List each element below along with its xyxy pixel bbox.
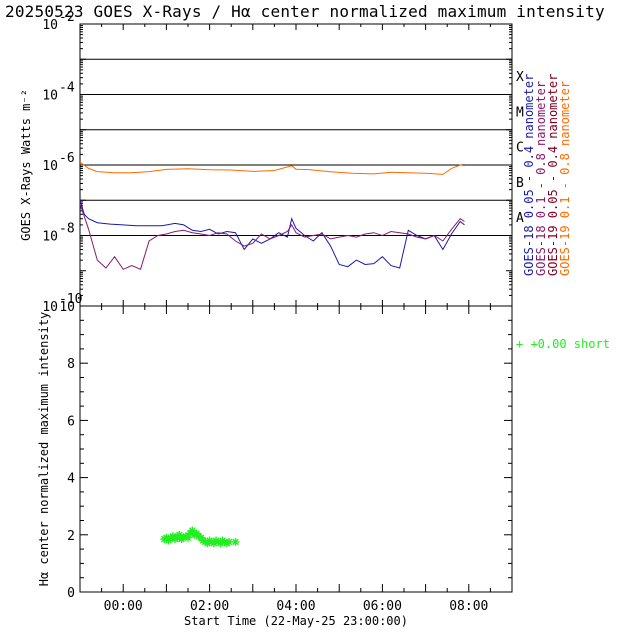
xray-series-line [79, 203, 465, 270]
chart-title: 20250523 GOES X-Rays / Hα center normali… [5, 2, 605, 21]
halpha-x-ticks: 00:00 02:00 04:00 06:00 08:00 [79, 306, 513, 614]
xray-legend-entry: GOES-19 0.05 - 0.4 nanometer [546, 74, 560, 276]
xray-legend-entry: GOES-18 0.1 - 0.8 nanometer [534, 81, 548, 276]
flare-class-label: X [516, 70, 524, 85]
halpha-y-tick-label: 0 [67, 586, 75, 601]
halpha-star-point [231, 537, 240, 546]
halpha-x-tick-label: 04:00 [276, 599, 315, 614]
halpha-x-axis-label: Start Time (22-May-25 23:00:00) [184, 614, 408, 628]
halpha-x-tick-label: 00:00 [104, 599, 143, 614]
flare-class-label: C [516, 141, 524, 156]
xray-legend-entry: GOES-18 0.05 - 0.4 nanometer [522, 74, 536, 276]
halpha-plot-frame [79, 305, 513, 593]
halpha-y-tick-label: 6 [67, 414, 75, 429]
xray-series-line [79, 161, 465, 175]
xray-y-tick-exponent: -2 [59, 10, 75, 25]
halpha-x-tick-label: 06:00 [363, 599, 402, 614]
flare-class-label: M [516, 105, 524, 120]
halpha-y-ticks: 0 2 4 6 8 10 [59, 300, 512, 601]
halpha-y-tick-label: 10 [59, 300, 75, 315]
halpha-legend: + +0.00 short [516, 337, 610, 351]
xray-y-tick-exponent: -6 [59, 151, 75, 166]
flare-class-labels: X M C B A [516, 70, 524, 226]
xray-y-tick-label: 10 [42, 18, 58, 33]
xray-y-tick-exponent: -10 [59, 292, 82, 307]
xray-y-tick-exponent: -8 [59, 222, 75, 237]
xray-y-ticks: 10-210-410-610-810-10 [42, 10, 513, 315]
xray-y-tick-label: 10 [42, 230, 58, 245]
halpha-y-tick-label: 8 [67, 357, 75, 372]
halpha-points [160, 526, 240, 548]
flare-class-label: B [516, 176, 524, 191]
xray-series-line [79, 200, 465, 269]
xray-y-tick-label: 10 [42, 89, 58, 104]
halpha-x-tick-label: 02:00 [190, 599, 229, 614]
xray-y-tick-label: 10 [42, 159, 58, 174]
xray-series-group [79, 161, 465, 270]
halpha-y-tick-label: 4 [67, 472, 75, 487]
halpha-y-axis-label: Hα center normalized maximum intensity [37, 312, 51, 587]
halpha-x-tick-label: 08:00 [449, 599, 488, 614]
xray-y-axis-label: GOES X-Rays Watts m⁻² [19, 89, 33, 241]
xray-y-tick-exponent: -4 [59, 81, 75, 96]
flare-class-label: A [516, 211, 524, 226]
xray-y-tick-label: 10 [42, 300, 58, 315]
xray-gridlines [80, 58, 512, 236]
halpha-y-tick-label: 2 [67, 529, 75, 544]
xray-legend-entry: GOES-19 0.1 - 0.8 nanometer [558, 81, 572, 276]
